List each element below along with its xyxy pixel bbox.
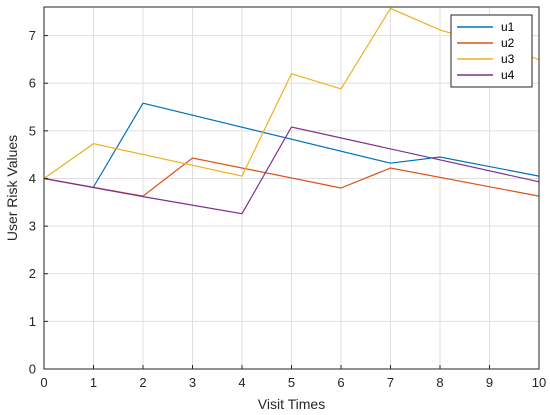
legend-label-u3: u3 (501, 52, 515, 66)
x-tick-label: 9 (486, 375, 493, 390)
legend-label-u2: u2 (501, 36, 515, 50)
legend: u1 u2 u3 u4 (450, 14, 533, 88)
x-tick-label: 1 (90, 375, 97, 390)
y-tick-label: 5 (29, 123, 36, 138)
x-tick-label: 3 (189, 375, 196, 390)
x-tick-label: 5 (288, 375, 295, 390)
y-tick-label: 6 (29, 76, 36, 91)
y-tick-label: 0 (29, 362, 36, 377)
y-axis-label: User Risk Values (4, 135, 20, 241)
y-tick-label: 7 (29, 28, 36, 43)
y-tick-label: 2 (29, 266, 36, 281)
x-axis-label: Visit Times (258, 396, 325, 412)
x-tick-label: 10 (532, 375, 546, 390)
x-tick-label: 0 (40, 375, 47, 390)
y-tick-label: 1 (29, 314, 36, 329)
series-line-u4 (43, 126, 540, 215)
x-tick-label: 7 (387, 375, 394, 390)
x-tick-label: 4 (238, 375, 245, 390)
legend-label-u1: u1 (501, 20, 515, 34)
x-tick-label: 8 (436, 375, 443, 390)
series-lines (43, 7, 540, 215)
x-tick-label: 6 (337, 375, 344, 390)
x-tick-label: 2 (139, 375, 146, 390)
series-line-u1 (92, 102, 540, 188)
y-tick-label: 4 (29, 171, 36, 186)
y-tick-label: 3 (29, 219, 36, 234)
x-axis-ticks: 0 1 2 3 4 5 6 7 8 9 10 (40, 365, 546, 390)
legend-label-u4: u4 (501, 68, 515, 82)
legend-box (450, 14, 533, 88)
y-axis-ticks: 0 1 2 3 4 5 6 7 (29, 28, 48, 377)
series-line-u3 (43, 7, 540, 179)
